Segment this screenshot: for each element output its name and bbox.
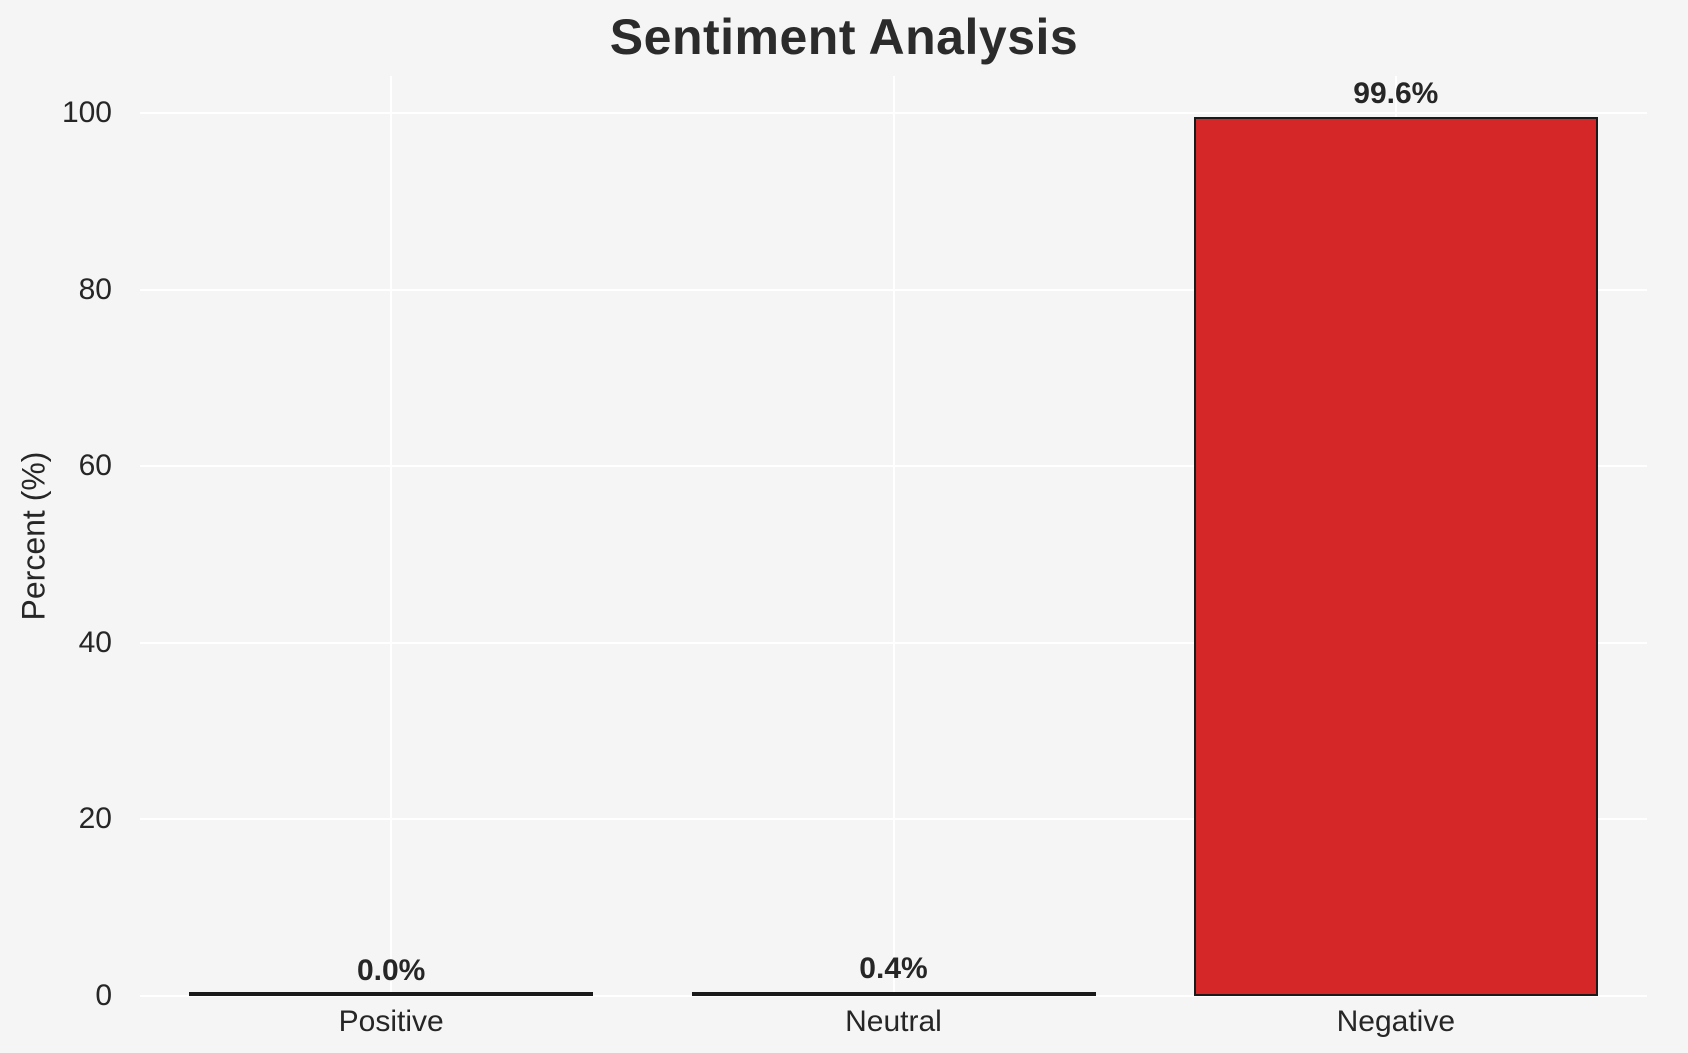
bar-value-label: 0.0% (356, 954, 426, 987)
gridline-v (390, 76, 393, 996)
chart-title: Sentiment Analysis (609, 9, 1079, 65)
y-tick-label: 80 (78, 272, 112, 306)
x-tick-label: Neutral (845, 1005, 942, 1038)
y-tick-label: 20 (78, 802, 112, 836)
bar-negative (1193, 117, 1598, 996)
y-tick-label: 60 (78, 449, 112, 483)
gridline-v (892, 76, 895, 996)
gridline-h (140, 995, 1647, 997)
plot-area: 0 20 40 60 80 100 0.0% Positive 0.4% Neutral 99.6%… (62, 76, 1647, 1038)
y-tick-label: 0 (95, 979, 112, 1012)
x-tick-label: Positive (338, 1005, 444, 1038)
bar-value-label: 0.4% (859, 952, 928, 985)
bar-positive (189, 992, 594, 996)
y-tick-label: 100 (61, 96, 112, 130)
x-tick-label: Negative (1336, 1005, 1456, 1038)
y-tick-label: 40 (78, 625, 112, 659)
y-axis-label: Percent (%) (15, 451, 52, 621)
bar-value-label: 99.6% (1353, 77, 1439, 110)
bar-neutral (691, 992, 1096, 996)
